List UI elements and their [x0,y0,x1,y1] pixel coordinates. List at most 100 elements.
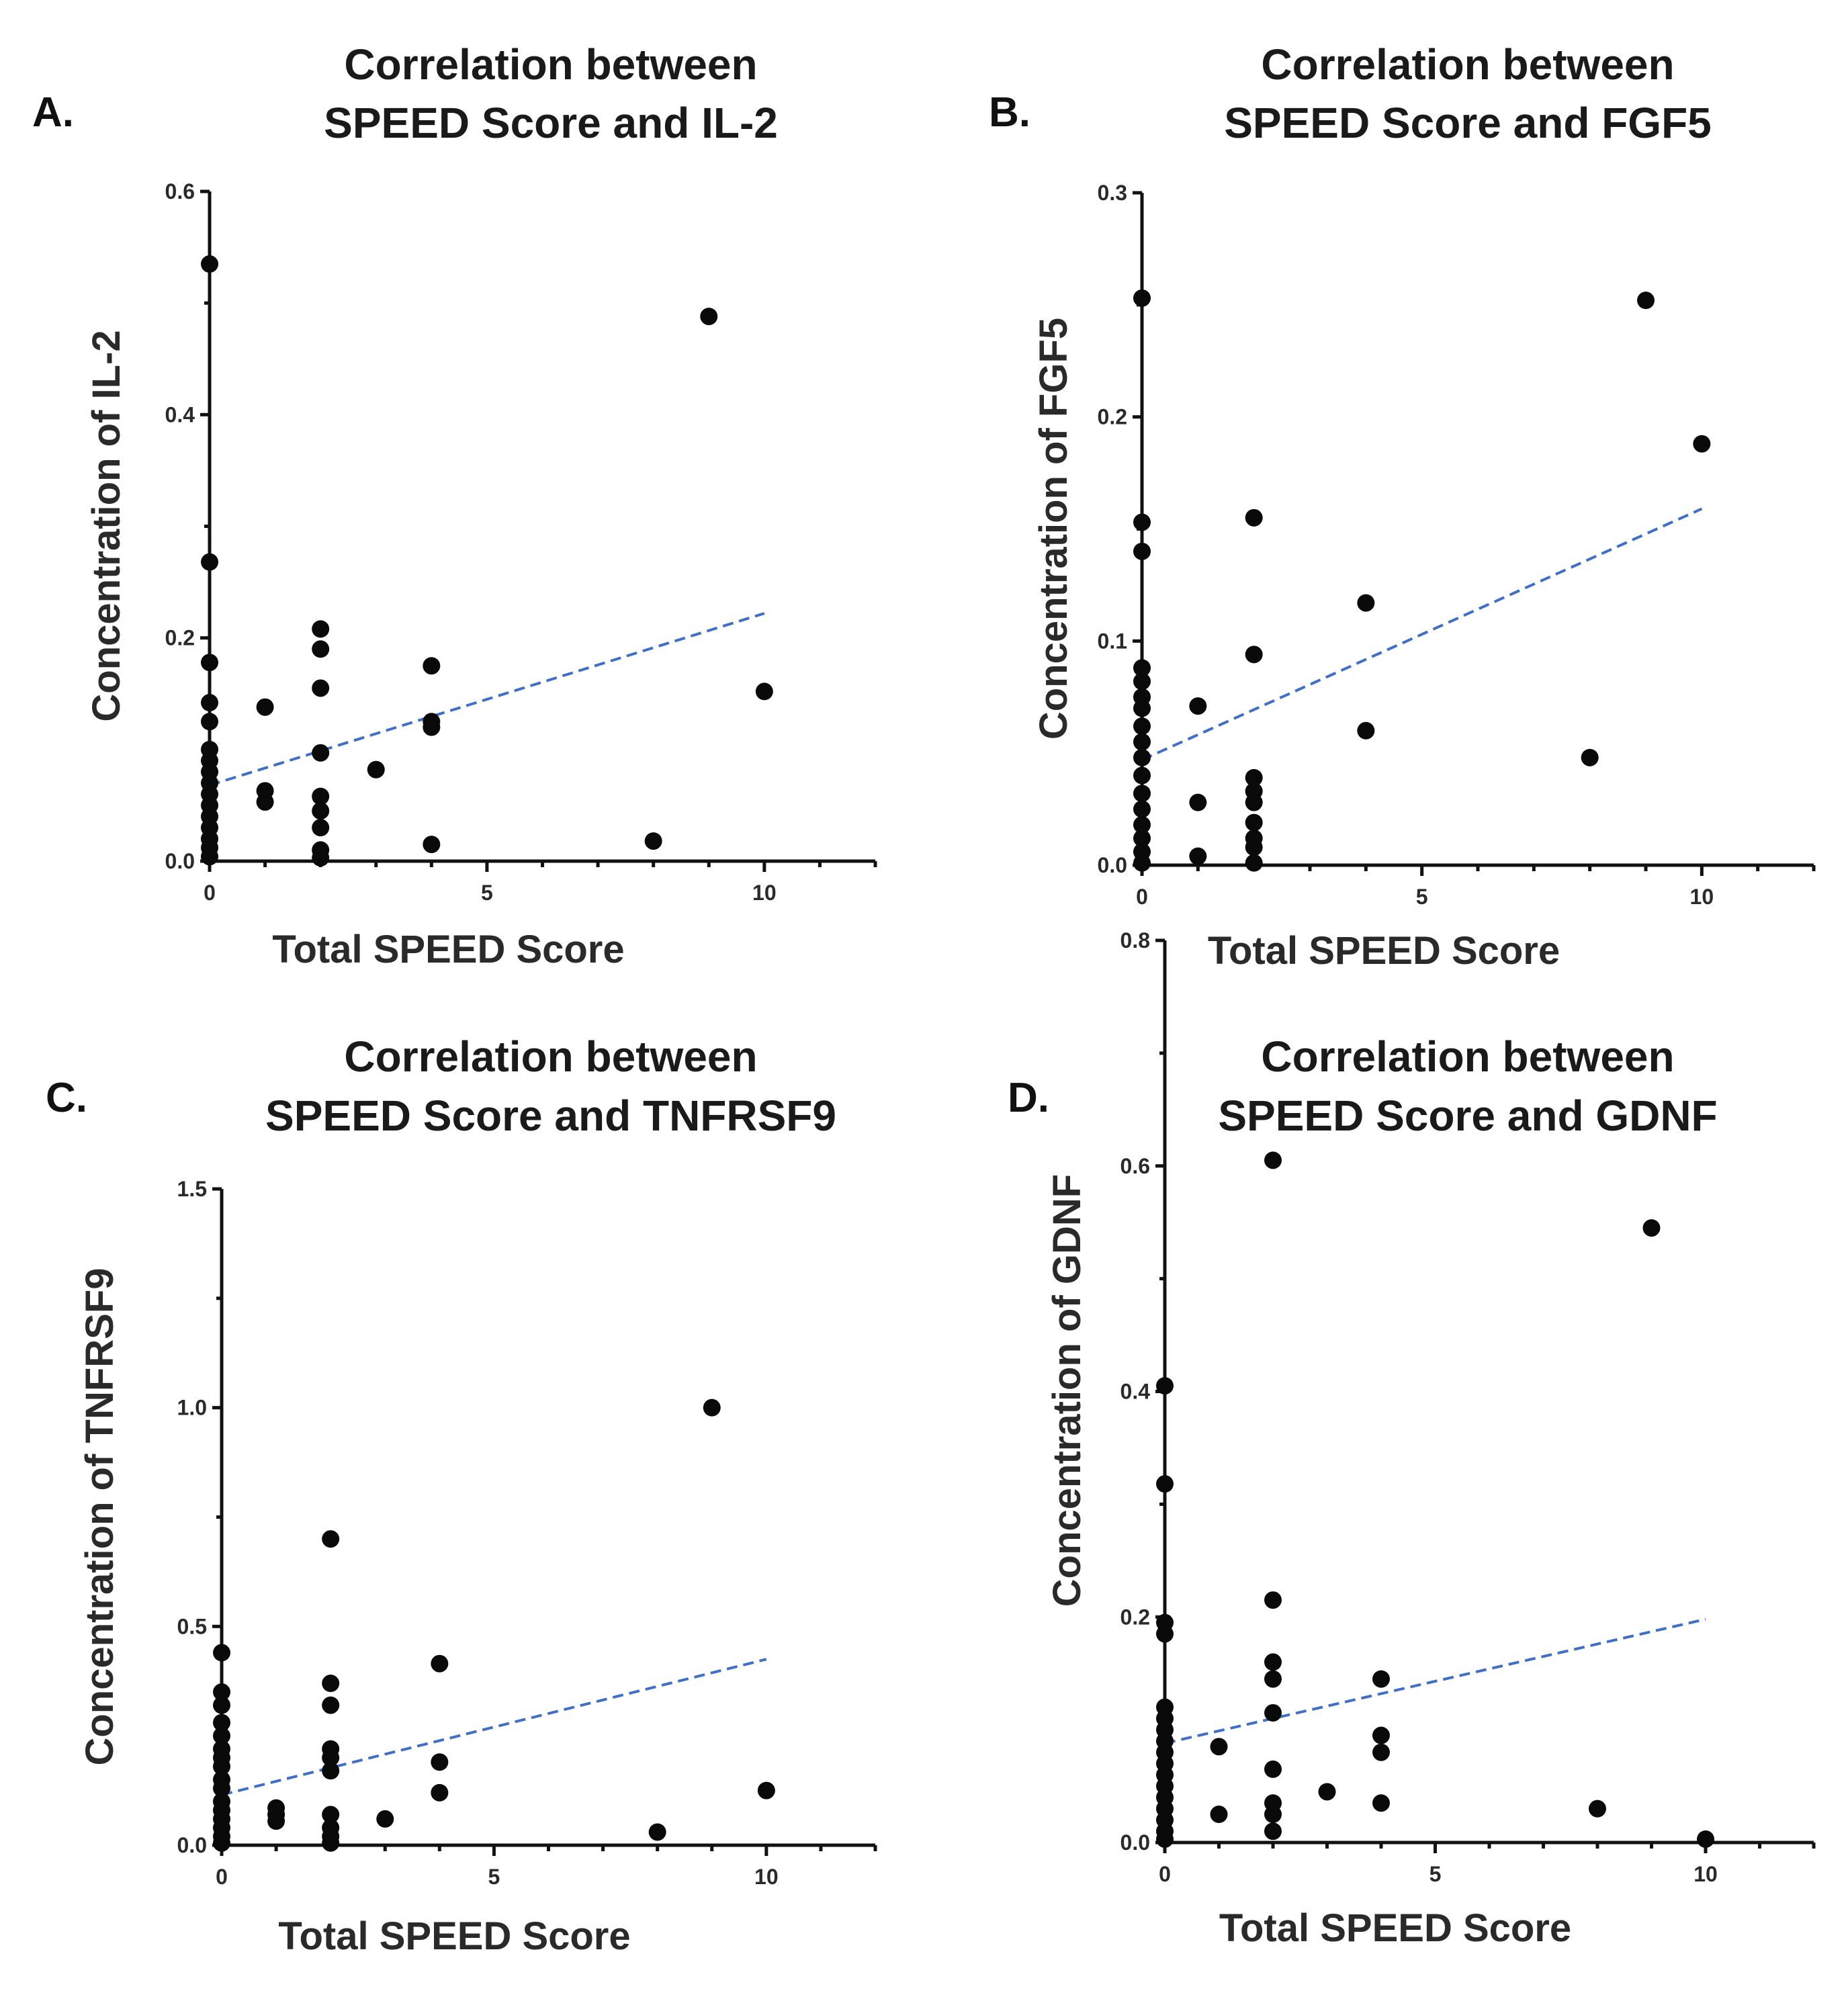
x-tick-label: 5 [1416,885,1428,909]
data-point [1156,1830,1174,1848]
data-point [267,1812,285,1830]
regression-line [1141,507,1703,762]
panel-label-c: C. [46,1075,87,1121]
y-tick-label: 0.6 [1120,1154,1150,1178]
y-tick-label: 0.2 [1120,1605,1150,1629]
data-point [312,819,330,837]
x-tick-label: 10 [754,1865,779,1889]
data-point [1372,1670,1390,1688]
data-point [213,1834,230,1852]
data-point [1133,829,1151,847]
x-tick-label: 0 [1136,885,1148,909]
data-point [367,760,385,779]
data-point [201,654,218,672]
data-point [1264,1670,1282,1688]
data-point [755,682,773,701]
data-point [423,836,441,854]
panel-a: A. Correlation between SPEED Score and IL-… [32,40,877,971]
data-point [1589,1800,1606,1818]
y-tick-label: 0.0 [165,849,195,873]
data-point [1133,717,1151,736]
data-point [312,640,330,658]
data-point [1245,646,1263,664]
data-point [644,832,662,850]
data-point [1372,1743,1390,1761]
data-point [1245,508,1263,527]
data-point [312,620,330,638]
panel-label-a: A. [32,89,74,136]
panel-label-d: D. [1008,1075,1049,1121]
data-point [322,1696,340,1714]
data-point [1264,1591,1282,1609]
data-point [201,694,218,712]
data-point [1133,672,1151,691]
y-tick-label: 0.0 [177,1833,207,1857]
data-point [322,1530,340,1548]
data-point [1133,800,1151,818]
data-point [431,1783,449,1802]
y-tick-label: 0.0 [1120,1830,1150,1855]
data-point [376,1810,394,1828]
data-point [312,849,330,867]
x-axis-label: Total SPEED Score [1208,929,1560,973]
x-tick-label: 5 [481,881,493,905]
data-point [213,1683,230,1701]
data-point [1372,1726,1390,1744]
data-point [1133,289,1151,307]
regression-line [209,612,765,787]
data-point [1693,435,1711,453]
data-point [322,1762,340,1780]
data-point [1189,847,1207,865]
x-tick-label: 0 [1159,1862,1171,1886]
data-point [201,553,218,571]
chart-title-line1: Correlation between [1261,40,1674,89]
data-point [648,1823,666,1841]
y-tick-label: 0.8 [1120,928,1150,952]
data-point [1133,815,1151,834]
data-point [1264,1760,1282,1778]
data-point [1133,699,1151,717]
regression-line [1164,1617,1706,1745]
data-point [312,787,330,805]
data-point [1156,1625,1174,1643]
data-point [1245,854,1263,872]
data-point [1264,1703,1282,1722]
y-tick-label: 0.4 [165,402,195,427]
y-tick-label: 1.5 [177,1177,207,1201]
data-point [1245,793,1263,811]
x-tick-label: 5 [488,1865,500,1889]
data-point [1264,1822,1282,1840]
panel-label-b: B. [989,89,1030,136]
data-point [431,1654,449,1673]
data-point [1637,292,1655,310]
y-tick-label: 0.2 [1098,405,1127,429]
data-point [1318,1783,1336,1801]
x-tick-label: 5 [1429,1862,1442,1886]
data-point [1372,1794,1390,1812]
y-tick-label: 0.3 [1098,181,1127,205]
chart-title-line2: SPEED Score and FGF5 [1224,99,1712,147]
data-point [201,713,218,731]
data-point [1156,1377,1174,1395]
data-point [703,1399,721,1417]
data-point [213,1696,230,1714]
x-axis-label: Total SPEED Score [278,1914,630,1958]
data-point [1133,733,1151,751]
data-point [322,1675,340,1693]
chart-title-line2: SPEED Score and GDNF [1218,1092,1717,1140]
data-point [1210,1738,1228,1756]
y-tick-label: 0.1 [1098,629,1127,653]
data-point [1245,768,1263,787]
data-point [213,1727,230,1745]
data-point [201,848,218,866]
panel-b: B. Correlation between SPEED Score and FGF… [989,40,1816,973]
data-point [757,1781,775,1800]
data-point [1133,659,1151,677]
y-tick-label: 0.2 [165,626,195,650]
data-point [1189,697,1207,715]
data-point [201,255,218,273]
x-tick-label: 10 [752,881,777,905]
data-point [1133,785,1151,803]
data-point [423,718,441,736]
